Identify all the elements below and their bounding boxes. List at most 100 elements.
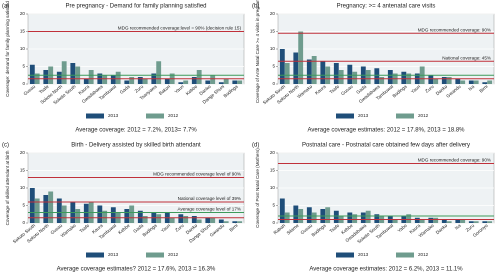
bar — [83, 78, 89, 84]
bar — [441, 219, 447, 223]
bar — [83, 203, 89, 223]
panel-label: (d) — [252, 143, 259, 149]
legend-label: 2012 — [418, 252, 429, 257]
y-tick-label: 0 — [22, 81, 25, 86]
x-tick-label: Kaura — [91, 223, 104, 235]
y-tick-label: 20 — [270, 150, 276, 155]
bar — [311, 212, 317, 223]
bar — [320, 61, 326, 84]
reference-label: National coverage: 45% — [442, 55, 491, 60]
bar — [446, 221, 452, 223]
bar — [365, 70, 371, 84]
bar — [473, 80, 479, 84]
bar — [196, 70, 202, 84]
x-tick-label: Wamako — [418, 223, 435, 239]
bar — [137, 77, 143, 84]
bar — [306, 59, 312, 84]
y-tick-label: 0 — [22, 220, 25, 225]
bar — [487, 221, 493, 223]
footnote: Average coverage: 2012 = 7.2%, 2013= 7.7… — [75, 128, 197, 134]
bar — [178, 214, 184, 223]
bar — [482, 221, 488, 223]
legend-swatch — [336, 113, 354, 119]
bar — [468, 221, 474, 223]
bar — [433, 78, 439, 84]
y-axis-label: Coverage of skilled attendant at birth — [5, 150, 10, 225]
y-tick-label: 5 — [272, 64, 275, 69]
bar — [473, 221, 479, 223]
bar — [482, 82, 488, 84]
x-tick-label: Kaura — [409, 223, 422, 235]
y-tick-label: 10 — [270, 46, 276, 51]
bar — [97, 205, 103, 223]
bar — [446, 77, 452, 84]
bar — [338, 70, 344, 84]
bar — [433, 217, 439, 223]
bar — [43, 195, 49, 223]
y-tick-label: 15 — [270, 168, 276, 173]
x-tick-label: Kaura — [78, 84, 91, 96]
x-tick-label: Zuru — [134, 84, 145, 94]
reference-label: National coverage level of 39% — [178, 196, 241, 201]
bar — [441, 77, 447, 84]
bar — [205, 80, 211, 84]
reference-label: MDG recommended coverage:level = 90% (de… — [118, 26, 242, 31]
x-tick-label: Isa — [454, 223, 462, 231]
y-tick-label: 20 — [20, 11, 26, 16]
legend-swatch — [336, 252, 354, 258]
bar — [401, 71, 407, 84]
x-tick-label: Goronyo — [472, 223, 489, 238]
legend-label: 2013 — [358, 113, 369, 118]
y-tick-label: 5 — [22, 203, 25, 208]
bar — [196, 219, 202, 223]
x-tick-label: Wamako — [60, 223, 77, 239]
y-tick-label: 5 — [272, 203, 275, 208]
bar — [460, 219, 466, 223]
bar — [428, 217, 434, 223]
x-tick-label: Yabo — [397, 223, 409, 234]
bar — [75, 209, 81, 223]
legend-label: 2013 — [108, 113, 119, 118]
x-tick-label: Yauri — [160, 223, 171, 234]
x-tick-label: Gada — [119, 84, 131, 95]
x-tick-label: Tsafe — [329, 84, 341, 95]
bar — [191, 77, 197, 84]
bar — [306, 207, 312, 223]
panel-label: (c) — [2, 143, 9, 149]
bar — [347, 212, 353, 223]
bar — [293, 205, 299, 223]
bar — [61, 205, 67, 223]
bar — [284, 63, 290, 84]
bar — [460, 80, 466, 84]
bar — [218, 82, 224, 84]
panel-label: (a) — [2, 4, 9, 10]
bar — [352, 214, 358, 223]
bar — [419, 219, 425, 223]
footnote: Average coverage estimates: 2012 = 6.2%,… — [309, 267, 463, 273]
bar — [392, 219, 398, 223]
bar — [178, 82, 184, 84]
bar — [142, 78, 148, 84]
y-tick-label: 10 — [270, 185, 276, 190]
bar — [333, 63, 339, 84]
reference-label: MDG recommended coverage: 90% — [418, 27, 491, 32]
bar — [232, 80, 238, 84]
bar — [115, 71, 121, 84]
y-tick-label: 20 — [20, 150, 26, 155]
bar — [34, 198, 40, 223]
bar — [156, 214, 162, 223]
y-axis-label: Coverage of Post Natal Care (Mothers) — [255, 148, 260, 228]
x-tick-label: Tsafe — [329, 223, 341, 234]
x-tick-label: Wamako — [296, 84, 313, 100]
bar — [210, 217, 216, 223]
reference-label: MDG recommended coverage: 90% — [418, 158, 491, 163]
y-tick-label: 5 — [22, 64, 25, 69]
chart-title: Birth - Delivery assisted by skilled bir… — [71, 143, 201, 149]
bar — [237, 80, 243, 84]
y-tick-label: 20 — [270, 11, 276, 16]
x-tick-label: Kebbe — [117, 223, 131, 236]
x-tick-label: Birni — [228, 223, 238, 233]
bar — [110, 207, 116, 223]
